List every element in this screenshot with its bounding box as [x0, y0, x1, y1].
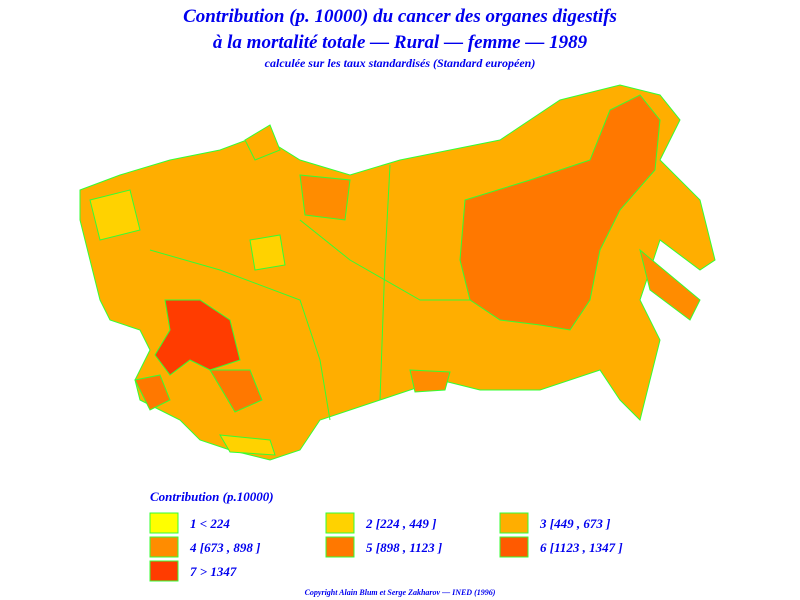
copyright: Copyright Alain Blum et Serge Zakharov —…: [305, 588, 496, 597]
border: [299, 219, 470, 301]
legend-label: 6 [1123 , 1347 ]: [540, 540, 623, 555]
legend-swatch: [149, 560, 179, 582]
legend-swatch: [149, 512, 179, 534]
legend-swatch: [325, 536, 355, 558]
region: [639, 248, 701, 321]
legend: 1 < 224 2 [224 , 449 ] 3 [449 , 673 ] 4 [67…: [149, 512, 623, 582]
legend-swatch: [499, 536, 529, 558]
region: [89, 189, 141, 241]
border: [379, 164, 391, 401]
legend-label: 5 [898 , 1123 ]: [366, 540, 442, 555]
border: [149, 249, 331, 421]
region: [219, 434, 276, 456]
region: [154, 299, 241, 376]
legend-label: 3 [449 , 673 ]: [539, 516, 610, 531]
title: à la mortalité totale — Rural — femme — …: [213, 32, 588, 53]
region: [209, 369, 263, 413]
map: [79, 84, 716, 461]
region: [299, 174, 351, 221]
legend-swatch: [149, 536, 179, 558]
region: [249, 234, 286, 271]
region: [459, 94, 661, 331]
region: [244, 124, 281, 161]
legend-label: 7 > 1347: [190, 564, 237, 579]
title: Contribution (p. 10000) du cancer des or…: [183, 6, 617, 27]
legend-label: 1 < 224: [190, 516, 230, 531]
subtitle: calculée sur les taux standardisés (Stan…: [265, 56, 536, 70]
legend-label: 2 [224 , 449 ]: [365, 516, 436, 531]
region: [409, 369, 451, 393]
legend-swatch: [499, 512, 529, 534]
legend-title: Contribution (p.10000): [150, 489, 274, 504]
region: [134, 374, 171, 411]
legend-label: 4 [673 , 898 ]: [189, 540, 260, 555]
legend-swatch: [325, 512, 355, 534]
